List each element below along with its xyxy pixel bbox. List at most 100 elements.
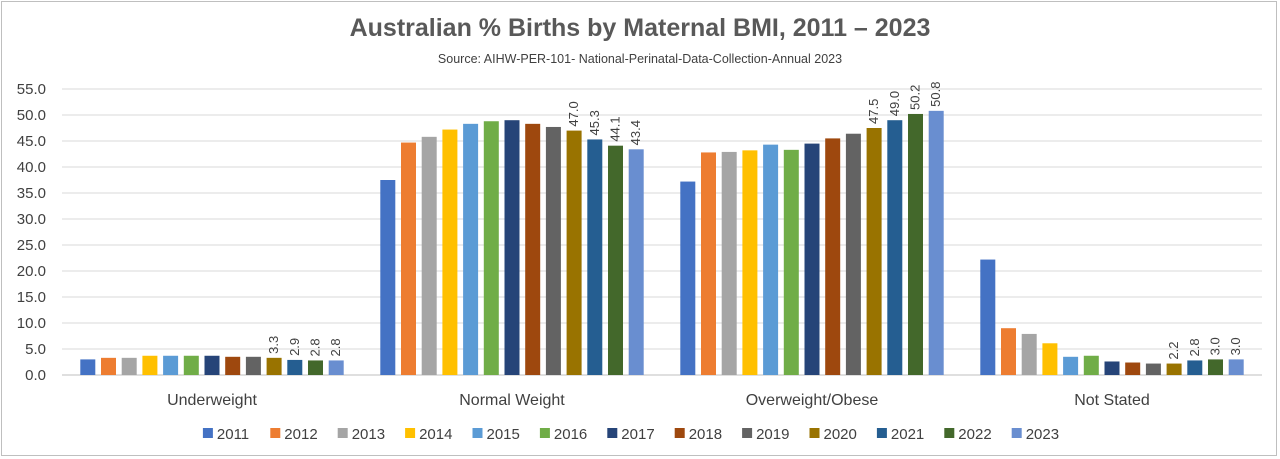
data-label: 50.8 [928,82,943,107]
legend-swatch [1011,428,1022,438]
bar-2015-1 [463,123,479,375]
data-label: 3.0 [1228,337,1243,355]
bar-2017-1 [504,120,520,375]
x-category-label: Underweight [167,392,257,409]
data-label: 50.2 [908,85,923,110]
data-label: 2.2 [1166,341,1181,359]
data-label: 43.4 [628,120,643,145]
legend-swatch [607,428,618,438]
chart-title: Australian % Births by Maternal BMI, 201… [349,14,931,42]
legend-swatch [809,428,820,438]
legend-item-2012: 2012 [270,426,318,443]
data-label: 2.9 [287,338,302,356]
bar-2018-2 [825,138,841,375]
legend-swatch [876,428,887,438]
data-label: 2.8 [1187,338,1202,356]
legend: 2011 2012 2013 2014 2015 2016 2017 2018 2019 2020… [202,426,1059,443]
bar-2014-3 [1042,343,1058,375]
bar-2020-2 [866,128,882,375]
bar-2018-3 [1125,362,1141,375]
bar-2019-3 [1145,363,1161,375]
bar-2021-0 [287,359,303,375]
bar-2017-3 [1104,361,1120,375]
y-tick-label: 35.0 [17,185,46,202]
bar-2018-0 [225,356,241,375]
bar-2014-1 [442,129,458,375]
bar-2020-3 [1166,363,1182,375]
legend-item-2020: 2020 [809,426,857,443]
bar-2016-0 [183,355,199,375]
bar-2018-1 [525,123,541,375]
data-label: 3.0 [1208,337,1223,355]
legend-item-2011: 2011 [202,426,249,443]
bar-2016-3 [1083,355,1099,375]
legend-swatch [944,428,955,438]
legend-swatch [539,428,550,438]
legend-item-2016: 2016 [539,426,587,443]
legend-item-2023: 2023 [1011,426,1059,443]
data-label: 44.1 [608,116,623,141]
legend-label: 2023 [1026,426,1059,443]
legend-item-2022: 2022 [944,426,992,443]
legend-label: 2012 [284,426,317,443]
y-tick-label: 55.0 [17,81,46,98]
y-tick-label: 15.0 [17,289,46,306]
y-tick-label: 25.0 [17,237,46,254]
bar-2019-0 [245,356,261,375]
legend-swatch [674,428,685,438]
bar-2022-3 [1208,359,1223,375]
bar-2011-2 [680,181,696,375]
legend-swatch [270,428,281,438]
bar-2012-0 [101,357,116,375]
bar-2014-2 [742,150,758,375]
bar-2019-1 [545,126,561,376]
y-tick-label: 5.0 [25,341,46,358]
bar-2019-2 [845,133,861,375]
bar-2013-1 [421,136,437,375]
bar-2021-1 [587,139,603,375]
bars [80,110,1244,376]
legend-label: 2011 [217,426,249,443]
x-category-label: Normal Weight [459,392,565,409]
legend-label: 2018 [689,426,722,443]
x-axis: Underweight Normal Weight Overweight/Obese… [167,392,1150,409]
legend-item-2017: 2017 [607,426,655,443]
data-label: 49.0 [887,91,902,116]
data-label: 47.5 [866,99,881,124]
legend-swatch [405,428,416,438]
bar-2012-3 [1001,328,1016,375]
gridlines [62,88,1262,376]
bar-2017-2 [804,143,820,375]
legend-label: 2014 [419,426,452,443]
y-tick-label: 45.0 [17,133,46,150]
bar-2021-2 [887,120,903,375]
bar-2016-1 [483,121,499,376]
data-label: 2.8 [308,338,323,356]
legend-label: 2022 [958,426,991,443]
bar-2020-1 [566,130,582,375]
bar-2012-1 [401,142,416,375]
bar-2023-2 [928,110,944,375]
y-axis: 0.0 5.0 10.0 15.0 20.0 25.0 30.0 35.0 40.0 45.0 50… [17,81,46,384]
bar-2013-3 [1021,333,1037,375]
bar-2011-3 [980,259,996,375]
data-labels: 3.3 2.9 2.8 2.8 47.0 45.3 44.1 43.4 47.5 49.0 50.2… [266,82,1243,360]
legend-label: 2016 [554,426,587,443]
legend-swatch [202,428,213,438]
legend-label: 2017 [621,426,654,443]
bar-2020-0 [266,357,282,375]
bar-2013-2 [721,151,737,375]
bar-2023-0 [328,360,344,375]
bar-2014-0 [142,355,158,375]
data-label: 47.0 [566,101,581,126]
y-tick-label: 50.0 [17,107,46,124]
data-label: 45.3 [587,110,602,135]
y-tick-label: 30.0 [17,211,46,228]
bar-2012-2 [701,152,716,375]
bar-2017-0 [204,355,220,375]
legend-label: 2015 [487,426,520,443]
bar-2011-1 [380,180,396,375]
y-tick-label: 20.0 [17,263,46,280]
